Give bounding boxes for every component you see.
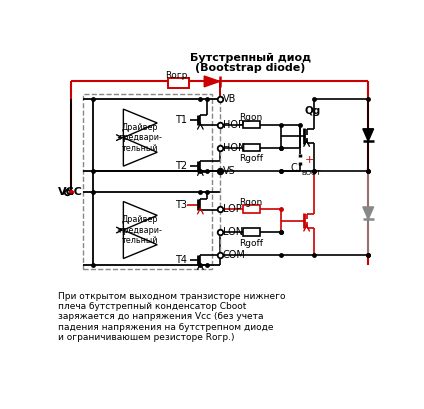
Bar [243, 229, 259, 236]
Text: T4: T4 [175, 255, 187, 265]
Bar [84, 94, 212, 269]
Text: VS: VS [223, 166, 235, 176]
Text: Rgon: Rgon [240, 198, 263, 207]
Polygon shape [204, 76, 220, 87]
Bar [243, 144, 259, 151]
Text: LON: LON [223, 227, 243, 237]
Text: Бутстрепный диод: Бутстрепный диод [190, 53, 311, 63]
Text: +: + [305, 155, 315, 165]
Text: HON: HON [223, 143, 245, 153]
Text: HOP: HOP [223, 119, 244, 130]
Text: Rgoff: Rgoff [239, 238, 263, 247]
Text: Rgoff: Rgoff [239, 154, 263, 163]
Text: Qg: Qg [304, 106, 321, 116]
Text: При открытом выходном транзисторе нижнего
плеча бутстрепный конденсатор Cboot
за: При открытом выходном транзисторе нижнег… [58, 292, 285, 342]
Text: Драйвер
предвари-
тельный: Драйвер предвари- тельный [118, 123, 162, 153]
Text: T3: T3 [175, 200, 187, 210]
Text: Драйвер
предвари-
тельный: Драйвер предвари- тельный [118, 215, 162, 245]
Bar [243, 121, 259, 128]
Polygon shape [363, 207, 374, 219]
Bar [243, 205, 259, 213]
Text: (Bootstrap diode): (Bootstrap diode) [195, 63, 306, 73]
Text: C: C [290, 164, 297, 173]
Text: Rgon: Rgon [240, 113, 263, 122]
Text: BOOT: BOOT [301, 170, 321, 176]
Text: COM: COM [223, 250, 245, 261]
Text: LOP: LOP [223, 204, 241, 214]
Text: VCC: VCC [58, 187, 83, 197]
Polygon shape [363, 129, 374, 141]
Text: T1: T1 [175, 115, 187, 125]
Text: VB: VB [223, 94, 236, 104]
Bar [168, 79, 189, 88]
Text: T2: T2 [175, 161, 187, 171]
Text: Rогр.: Rогр. [165, 71, 191, 80]
